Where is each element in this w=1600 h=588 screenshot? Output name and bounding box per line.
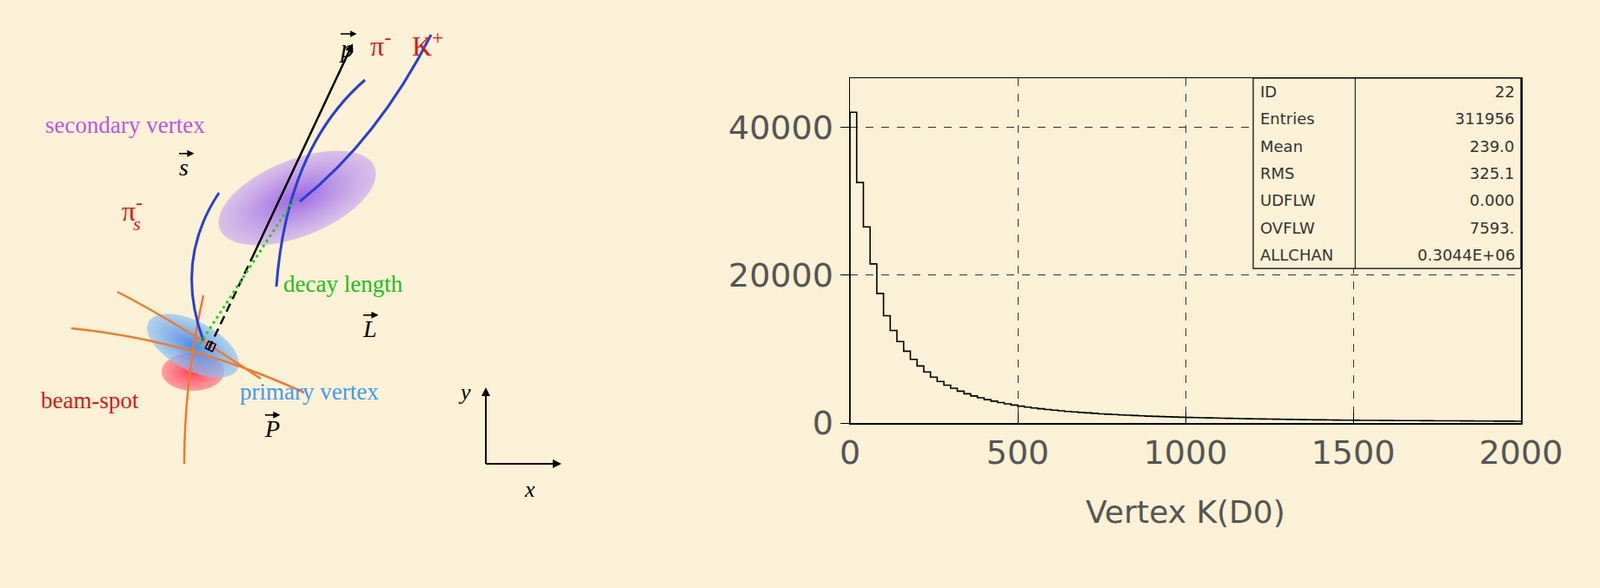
svg-text:y: y <box>458 379 472 405</box>
svg-text:325.1: 325.1 <box>1469 164 1515 183</box>
svg-text:40000: 40000 <box>728 108 834 147</box>
svg-text:20000: 20000 <box>728 256 834 295</box>
svg-text:beam-spot: beam-spot <box>40 387 140 414</box>
svg-text:π-: π- <box>370 26 392 62</box>
svg-text:x: x <box>524 477 536 503</box>
svg-text:RMS: RMS <box>1260 164 1295 183</box>
svg-text:2000: 2000 <box>1479 433 1564 472</box>
svg-text:1500: 1500 <box>1311 433 1396 472</box>
svg-text:UDFLW: UDFLW <box>1260 191 1316 210</box>
svg-text:0.000: 0.000 <box>1469 191 1515 210</box>
svg-text:500: 500 <box>986 433 1050 472</box>
svg-text:0: 0 <box>812 404 834 443</box>
svg-text:311956: 311956 <box>1454 109 1515 128</box>
svg-text:Mean: Mean <box>1260 137 1303 156</box>
svg-text:s: s <box>179 153 189 181</box>
svg-text:K+: K+ <box>411 26 445 62</box>
svg-text:0.3044E+06: 0.3044E+06 <box>1417 245 1515 265</box>
svg-text:ID: ID <box>1260 82 1277 101</box>
svg-text:1000: 1000 <box>1143 433 1229 472</box>
svg-text:Entries: Entries <box>1260 109 1315 128</box>
svg-text:P: P <box>264 415 280 443</box>
svg-text:OVFLW: OVFLW <box>1260 219 1315 238</box>
svg-text:L: L <box>362 315 378 343</box>
svg-text:secondary vertex: secondary vertex <box>45 112 206 139</box>
svg-text:239.0: 239.0 <box>1469 137 1515 156</box>
svg-text:p: p <box>338 33 354 63</box>
svg-text:Vertex K(D0): Vertex K(D0) <box>1085 494 1285 531</box>
svg-text:7593.: 7593. <box>1469 219 1515 238</box>
svg-text:22: 22 <box>1494 82 1515 101</box>
svg-text:0: 0 <box>839 433 861 472</box>
svg-text:primary vertex: primary vertex <box>239 378 379 405</box>
svg-text:ALLCHAN: ALLCHAN <box>1260 245 1334 265</box>
svg-text:decay length: decay length <box>283 271 404 298</box>
svg-text:π-s: π-s <box>121 191 143 235</box>
